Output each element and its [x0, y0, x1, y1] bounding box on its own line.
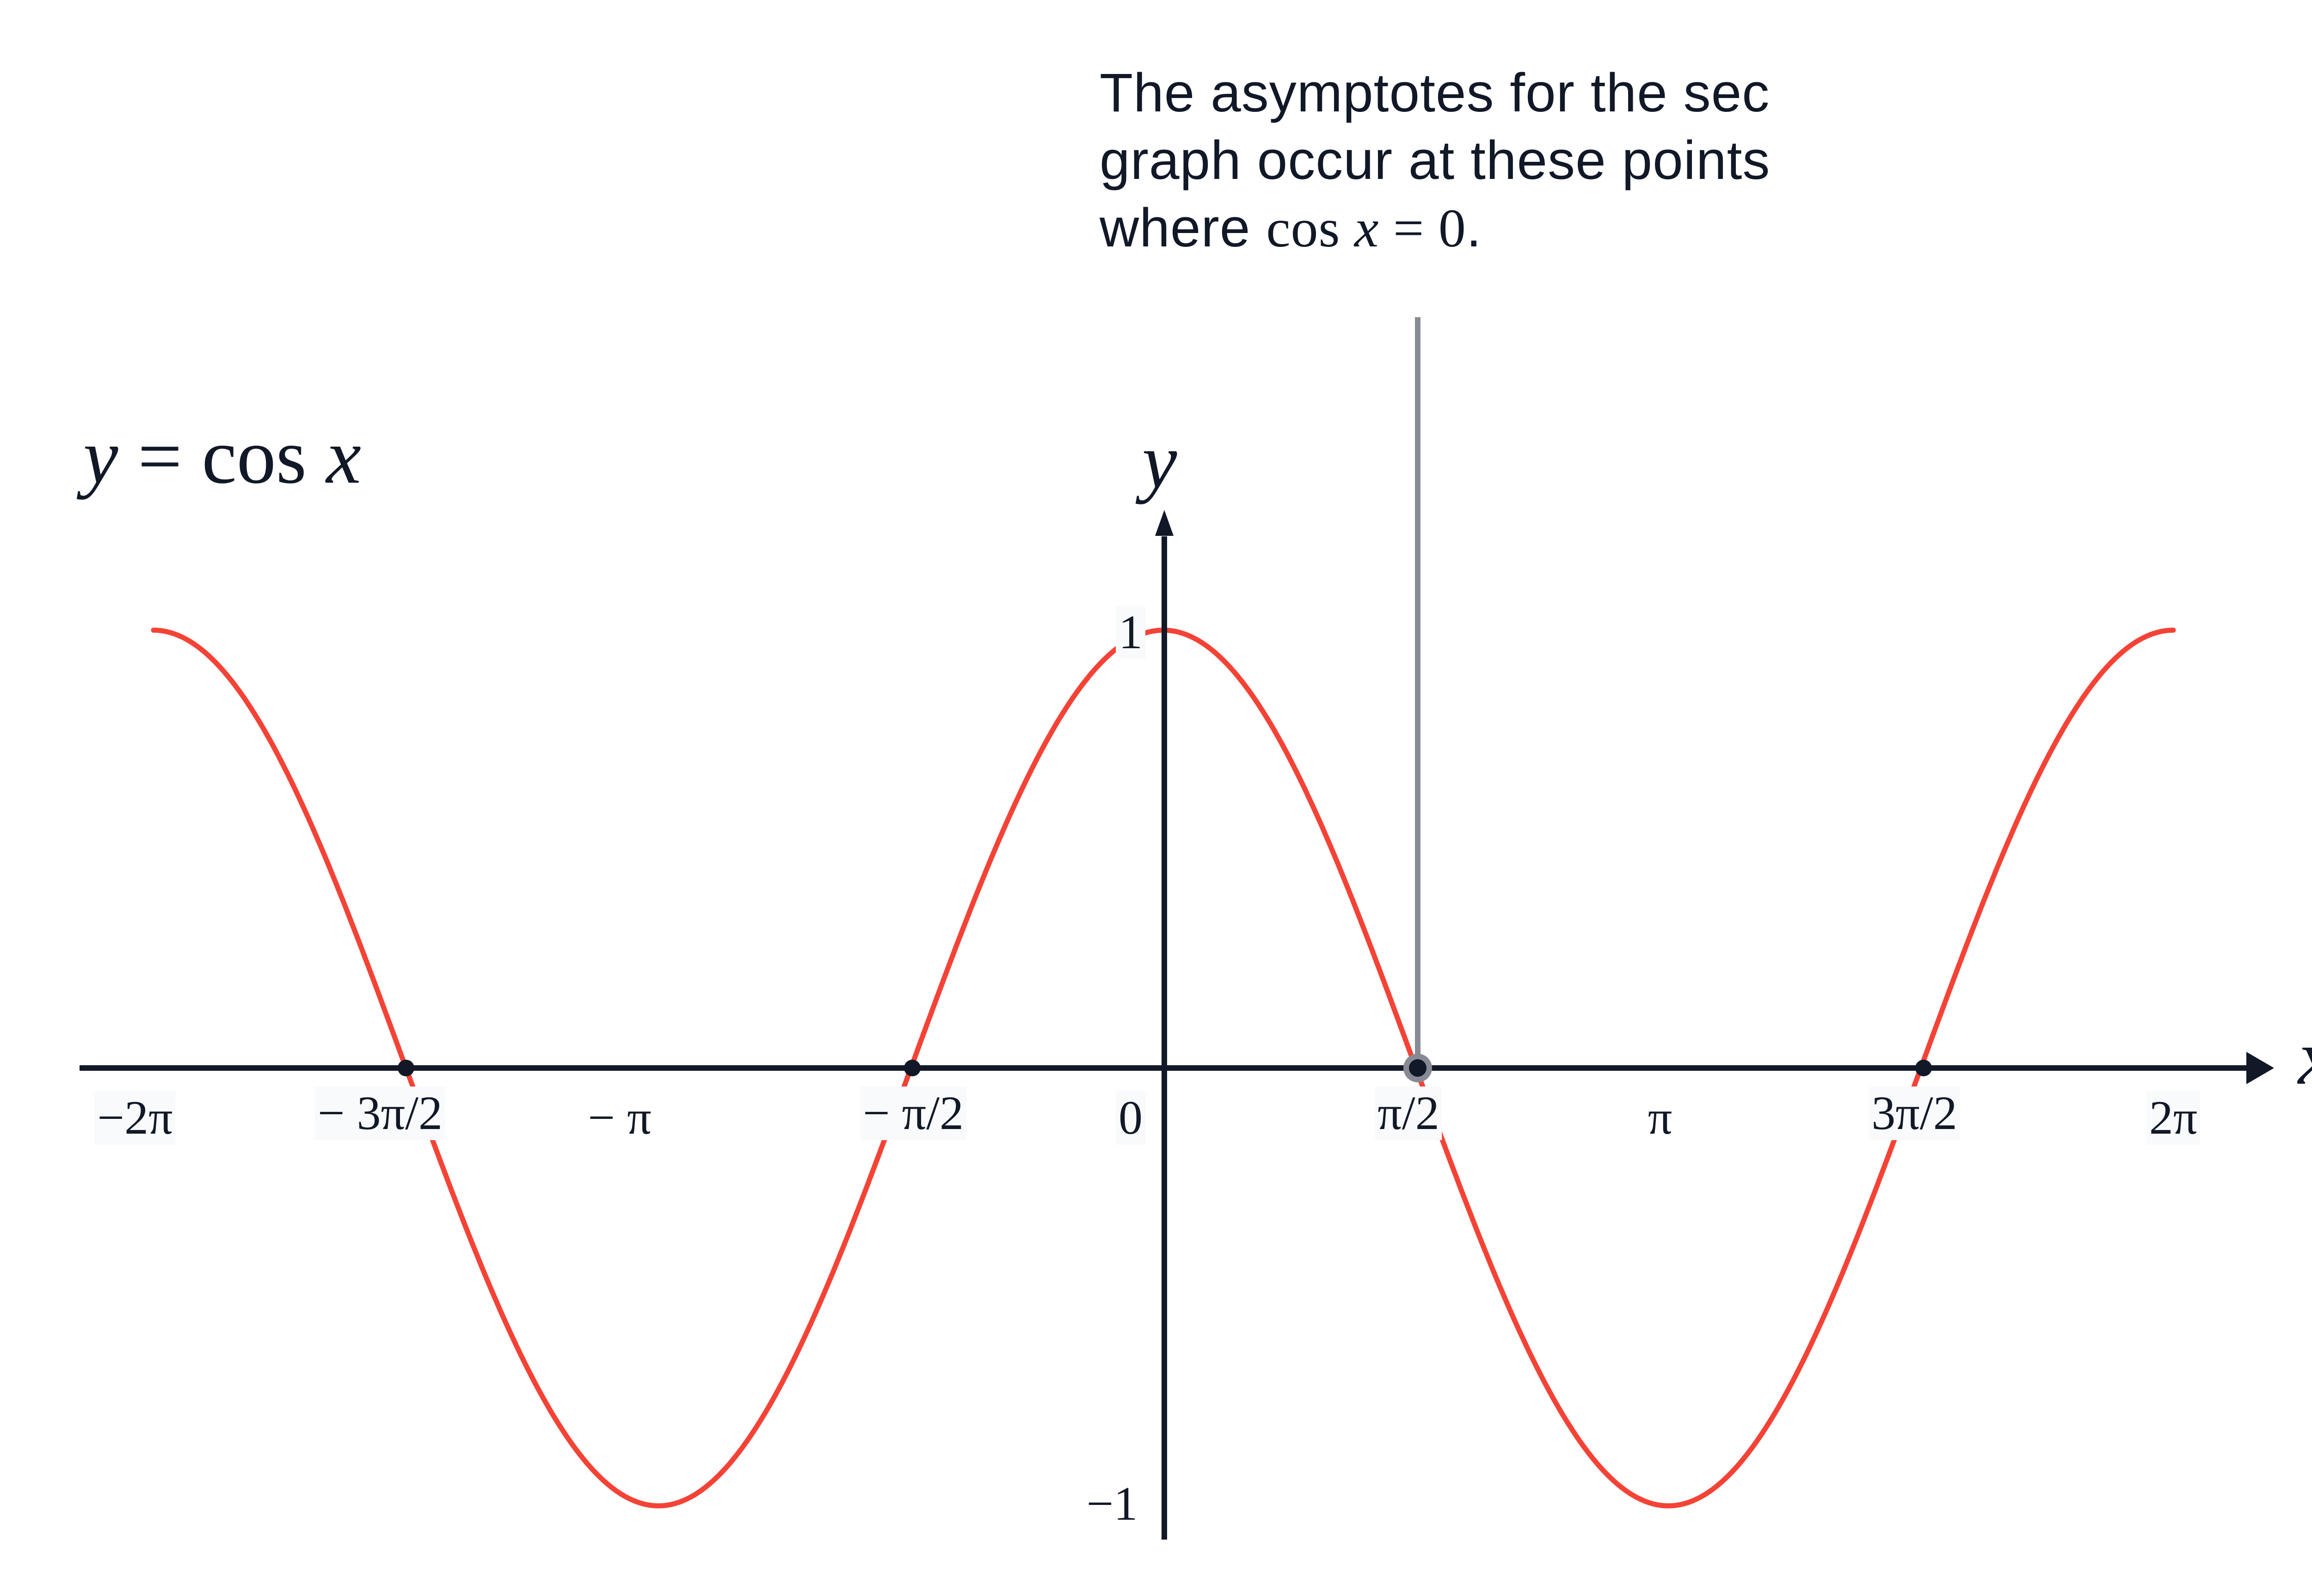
annotation-line-1: The asymptotes for the sec	[1100, 62, 1770, 123]
annotation-period: .	[1466, 197, 1482, 258]
annotation-math-rest: = 0	[1379, 198, 1466, 258]
x-tick-neg-3pi-2: − 3π/2	[314, 1087, 446, 1140]
x-tick-neg-pi-2: − π/2	[860, 1087, 967, 1140]
x-tick-2pi: 2π	[2146, 1091, 2201, 1145]
annotation-where: where	[1100, 197, 1267, 258]
annotation-math-fn: cos	[1266, 198, 1340, 258]
equation-fn: cos	[202, 413, 307, 500]
x-axis-arrow-icon	[2246, 1052, 2274, 1084]
y-axis-arrow-icon	[1155, 510, 1174, 536]
y-tick-1: 1	[1116, 606, 1145, 659]
zero-marker-neg-pi-2	[904, 1060, 921, 1076]
equation-var: x	[326, 413, 361, 500]
y-axis-name: y	[1142, 417, 1177, 504]
equation-equals: =	[118, 413, 202, 500]
annotation-math: cos x = 0	[1266, 198, 1466, 258]
x-tick-neg-pi: − π	[588, 1091, 652, 1144]
annotation-line-2: graph occur at these points	[1100, 130, 1771, 191]
asymptote-annotation: The asymptotes for the sec graph occur a…	[1100, 59, 1770, 262]
y-tick-neg-1: −1	[1086, 1477, 1138, 1530]
x-tick-zero: 0	[1116, 1091, 1145, 1145]
annotation-line-3: where cos x = 0.	[1100, 194, 1770, 262]
x-tick-pi: π	[1648, 1091, 1673, 1144]
zero-marker-neg-3pi-2	[398, 1060, 414, 1076]
annotation-math-var: x	[1354, 198, 1379, 258]
x-tick-neg-2pi: −2π	[94, 1091, 176, 1145]
equation-title: y = cos x	[83, 411, 361, 502]
zero-marker-pi-2	[1409, 1059, 1427, 1077]
zero-marker-3pi-2	[1915, 1060, 1932, 1076]
equation-lhs: y	[83, 413, 118, 500]
x-tick-3pi-2: 3π/2	[1869, 1087, 1960, 1140]
x-axis-name: x	[2298, 1013, 2312, 1103]
x-tick-pi-2: π/2	[1375, 1087, 1442, 1140]
